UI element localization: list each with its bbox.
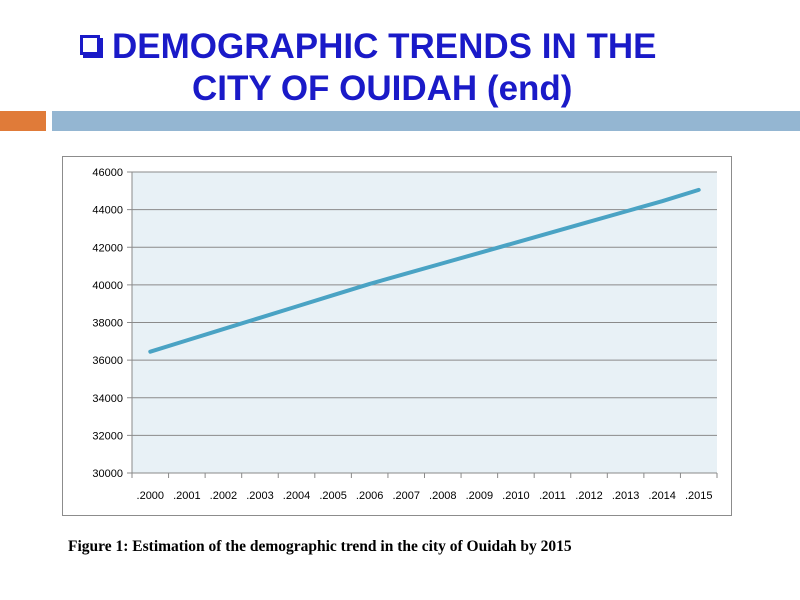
y-tick-label: 46000 bbox=[92, 167, 123, 179]
y-tick-label: 42000 bbox=[92, 242, 123, 254]
x-tick-label: .2003 bbox=[246, 490, 274, 502]
line-chart: 30000 32000 34000 36000 38000 40000 42000 44000… bbox=[92, 167, 718, 502]
x-tick-label: .2010 bbox=[502, 490, 530, 502]
accent-bar-orange bbox=[0, 111, 46, 131]
slide-title: DEMOGRAPHIC TRENDS IN THE CITY OF OUIDAH… bbox=[80, 26, 770, 110]
x-tick-label: .2001 bbox=[173, 490, 201, 502]
series-line bbox=[148, 187, 701, 354]
accent-bar-blue bbox=[52, 111, 800, 131]
x-tick-label: .2011 bbox=[539, 490, 566, 502]
x-tick-label: .2000 bbox=[137, 490, 165, 502]
chart-frame: 30000 32000 34000 36000 38000 40000 42000 44000… bbox=[62, 156, 732, 516]
x-tick-label: .2007 bbox=[392, 490, 420, 502]
x-tick-label: .2015 bbox=[685, 490, 713, 502]
x-tick-label: .2014 bbox=[648, 490, 676, 502]
checkbox-bullet-icon bbox=[80, 35, 100, 55]
y-tick-label: 30000 bbox=[92, 468, 123, 480]
x-tick-label: .2006 bbox=[356, 490, 384, 502]
x-tick-label: .2005 bbox=[319, 490, 347, 502]
y-tick-label: 44000 bbox=[92, 205, 123, 217]
y-tick-label: 32000 bbox=[92, 430, 123, 442]
x-tick-label: .2012 bbox=[575, 490, 603, 502]
x-tick-label: .2009 bbox=[466, 490, 494, 502]
x-tick-labels: .2000 .2001 .2002 .2003 .2004 .2005 .2006 .2007… bbox=[137, 490, 713, 502]
y-tick-label: 40000 bbox=[92, 280, 123, 292]
slide-title-line-2: CITY OF OUIDAH (end) bbox=[192, 69, 573, 108]
figure-caption: Figure 1: Estimation of the demographic … bbox=[68, 538, 572, 555]
x-tick-label: .2002 bbox=[210, 490, 238, 502]
y-tick-label: 38000 bbox=[92, 318, 123, 330]
x-tick-label: .2004 bbox=[283, 490, 311, 502]
x-tick-label: .2013 bbox=[612, 490, 640, 502]
x-tick-label: .2008 bbox=[429, 490, 457, 502]
y-tick-label: 34000 bbox=[92, 393, 123, 405]
y-tick-label: 36000 bbox=[92, 355, 123, 367]
slide-title-text-1: DEMOGRAPHIC TRENDS IN THE bbox=[112, 27, 657, 66]
slide-title-line-1: DEMOGRAPHIC TRENDS IN THE bbox=[80, 26, 770, 68]
